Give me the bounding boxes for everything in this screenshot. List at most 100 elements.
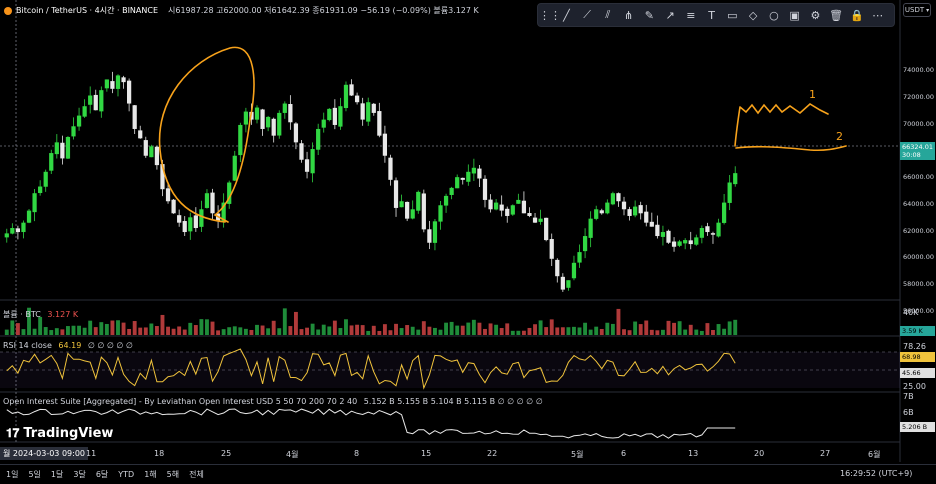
candle-body xyxy=(716,222,721,237)
candle-body xyxy=(110,81,115,89)
candle-body xyxy=(49,153,54,171)
volume-bar xyxy=(321,324,326,335)
candle-body xyxy=(104,79,109,89)
candle-body xyxy=(666,230,671,243)
oi-series xyxy=(6,408,736,439)
candle-body xyxy=(499,204,504,211)
candle-body xyxy=(60,142,65,159)
volume-bar xyxy=(510,330,515,335)
volume-bar xyxy=(355,324,360,335)
candle-body xyxy=(432,221,438,243)
candle-body xyxy=(560,276,565,290)
volume-bar xyxy=(255,324,259,335)
drawing-line-bottom[interactable] xyxy=(735,145,847,152)
fib-icon[interactable]: ≡ xyxy=(686,8,696,22)
volume-bar xyxy=(494,324,499,335)
image-icon[interactable]: ▣ xyxy=(789,8,800,22)
volume-bar xyxy=(366,330,371,335)
volume-label: 볼륨 · BTC xyxy=(3,310,41,319)
candle-body xyxy=(171,199,176,214)
pitchfork-icon[interactable]: ⋔ xyxy=(624,8,634,22)
rectangle-icon[interactable]: ▭ xyxy=(727,8,738,22)
candle-body xyxy=(154,146,160,166)
parallel-channel-icon[interactable]: ⫽ xyxy=(605,8,611,21)
oi-last-tag: 5.206 B xyxy=(900,422,935,432)
candle-body xyxy=(699,228,704,238)
rsi-legend[interactable]: RSI 14 close 64.19 ∅ ∅ ∅ ∅ ∅ xyxy=(3,341,133,350)
volume-bar xyxy=(221,329,226,335)
candle-body xyxy=(304,159,310,172)
lock-icon[interactable]: 🔒 xyxy=(850,8,864,22)
volume-bar xyxy=(243,328,248,335)
candle-body xyxy=(566,280,571,288)
candle-body xyxy=(449,187,454,195)
trend-line-icon[interactable]: ╱ xyxy=(563,8,570,22)
volume-bar xyxy=(205,319,209,335)
settings-icon[interactable]: ⚙ xyxy=(810,8,821,22)
candle-body xyxy=(32,193,37,213)
range-button[interactable]: YTD xyxy=(118,470,135,479)
volume-bar xyxy=(633,321,638,335)
candle-body xyxy=(410,209,415,219)
range-button[interactable]: 5해 xyxy=(166,470,180,479)
volume-bar xyxy=(733,319,738,335)
volume-bar xyxy=(232,326,237,335)
volume-bar xyxy=(54,328,59,335)
currency-button[interactable]: USDT ▾ xyxy=(903,3,931,17)
candle-body xyxy=(455,177,460,189)
tradingview-logo[interactable]: 𝟏𝟕 TradingView xyxy=(6,426,113,441)
time-cursor-label: 월 2024-03-03 09:00 xyxy=(0,447,88,460)
volume-bar xyxy=(10,320,15,335)
candle-body xyxy=(349,84,354,96)
rsi-line xyxy=(6,348,736,390)
time-tick: 4월 xyxy=(286,450,299,459)
more-icon[interactable]: ⋯ xyxy=(872,8,884,22)
range-button[interactable]: 5일 xyxy=(28,470,41,479)
volume-bar xyxy=(288,326,293,335)
volume-bar xyxy=(110,320,115,335)
volume-bar xyxy=(622,329,626,335)
range-button[interactable]: 3달 xyxy=(73,470,86,479)
ray-icon[interactable]: ⟋ xyxy=(583,8,591,21)
volume-bar xyxy=(154,326,159,335)
volume-bar xyxy=(438,329,443,335)
candle-body xyxy=(316,128,321,150)
candle-body xyxy=(115,75,121,89)
volume-bar xyxy=(583,322,588,335)
volume-bar xyxy=(66,326,70,335)
trash-icon[interactable]: 🗑 xyxy=(829,8,844,22)
candle-body xyxy=(644,211,649,223)
range-button[interactable]: 6달 xyxy=(95,470,109,479)
rectangle-rotated-icon[interactable]: ◇ xyxy=(748,8,758,22)
volume-bar xyxy=(199,319,204,335)
range-button[interactable]: 1해 xyxy=(144,470,157,479)
annotation-1: 1 xyxy=(809,88,816,101)
circle-icon[interactable]: ○ xyxy=(769,8,779,22)
volume-bar xyxy=(672,322,676,335)
price-tick: 66000.00 xyxy=(903,173,935,182)
range-button[interactable]: 전체 xyxy=(189,470,204,479)
volume-legend[interactable]: 볼륨 · BTC 3.127 K xyxy=(3,309,78,320)
brush-icon[interactable]: ✎ xyxy=(644,8,654,22)
symbol-title[interactable]: Bitcoin / TetherUS · 4시간 · BINANCE xyxy=(16,6,159,15)
annotation-2: 2 xyxy=(836,130,843,143)
candle-body xyxy=(660,232,666,237)
volume-bar xyxy=(616,308,621,335)
candle-body xyxy=(610,193,615,205)
rsi-band xyxy=(0,352,900,388)
volume-bar xyxy=(416,329,421,335)
arrow-icon[interactable]: ↗ xyxy=(665,8,675,22)
drawing-ellipse[interactable] xyxy=(158,46,255,223)
range-button[interactable]: 1달 xyxy=(50,470,64,479)
oi-legend[interactable]: Open Interest Suite [Aggregated] - By Le… xyxy=(3,397,543,406)
volume-bar xyxy=(193,325,198,335)
volume-bar xyxy=(177,326,182,335)
range-button[interactable]: 1일 xyxy=(6,470,19,479)
drawing-toolbar: ⋮⋮ ╱ ⟋ ⫽ ⋔ ✎ ↗ ≡ T ▭ ◇ ○ ▣ ⚙ 🗑 🔒 ⋯ xyxy=(537,3,895,27)
candle-body xyxy=(88,95,93,105)
text-icon[interactable]: T xyxy=(708,8,715,22)
drawing-zigzag-top[interactable] xyxy=(734,103,829,147)
rsi-axis-top: 78.26 xyxy=(903,342,926,351)
